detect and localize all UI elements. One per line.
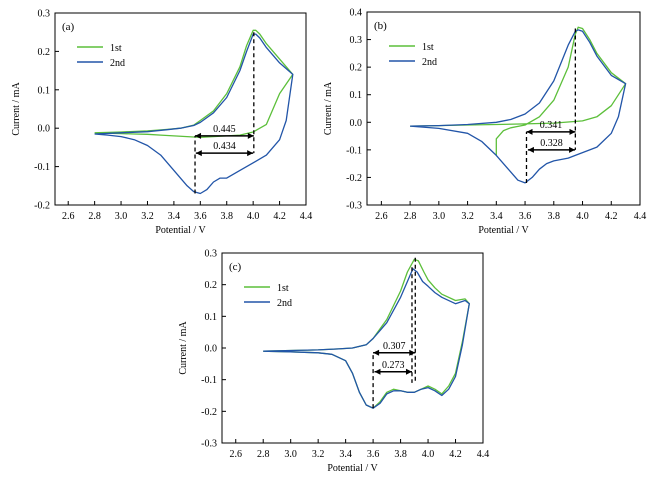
x-tick-label: 3.2: [141, 211, 154, 222]
x-tick-label: 3.0: [115, 211, 128, 222]
y-tick-label: 0.1: [38, 85, 51, 96]
annotation-value: 0.328: [540, 138, 563, 149]
legend-label-1st: 1st: [110, 43, 122, 54]
arrowhead-left: [195, 150, 202, 157]
x-tick-label: 3.6: [519, 211, 532, 222]
plot-frame: [366, 11, 641, 206]
x-tick-label: 3.4: [168, 211, 181, 222]
x-tick-label: 4.4: [477, 449, 490, 460]
arrowhead-left: [527, 146, 534, 153]
chart-panel-2: 2.6 2.8 3.0 3.2 3.4 3.6 3.8 4.0 4.2 4.4 -0.3 -0.2 -0…: [323, 8, 646, 237]
x-axis-label: Potential / V: [478, 225, 529, 236]
legend-label-2nd: 2nd: [110, 58, 125, 69]
x-tick-label: 3.8: [548, 211, 561, 222]
y-axis-label: Current / mA: [178, 321, 189, 375]
y-tick-label: -0.2: [346, 173, 362, 184]
x-tick-label: 3.0: [284, 449, 297, 460]
series-line-2nd: [94, 33, 294, 195]
x-tick-label: 3.8: [394, 449, 407, 460]
arrowhead-right: [569, 146, 576, 153]
x-tick-label: 3.6: [194, 211, 207, 222]
y-tick-label: 0.2: [38, 47, 51, 58]
series-line-1st: [263, 258, 470, 409]
y-tick-label: -0.3: [201, 439, 217, 450]
annotation-value: 0.307: [383, 341, 406, 352]
x-tick-label: 3.4: [490, 211, 503, 222]
y-tick-label: -0.2: [201, 407, 217, 418]
arrowhead-left: [526, 128, 533, 135]
annotation-value: 0.434: [213, 141, 236, 152]
x-tick-label: 4.0: [247, 211, 260, 222]
chart-panel-3: 2.6 2.8 3.0 3.2 3.4 3.6 3.8 4.0 4.2 4.4 -0.3 -0.2 -0…: [178, 249, 489, 475]
x-tick-label: 4.0: [422, 449, 435, 460]
x-tick-label: 2.8: [88, 211, 101, 222]
y-tick-label: 0.0: [205, 344, 218, 355]
y-tick-label: 0.1: [205, 312, 218, 323]
x-tick-label: 4.2: [605, 211, 618, 222]
y-tick-label: 0.4: [350, 8, 363, 19]
legend-label-1st: 1st: [277, 283, 289, 294]
y-tick-label: 0.3: [350, 35, 363, 46]
series-line-2nd: [410, 29, 627, 184]
y-tick-label: -0.2: [34, 201, 50, 212]
y-tick-label: 0.3: [38, 9, 51, 20]
y-tick-label: 0.2: [350, 63, 363, 74]
plot-frame: [54, 12, 307, 206]
arrowhead-left: [374, 368, 381, 375]
annotation-value: 0.273: [382, 360, 405, 371]
legend-label-1st: 1st: [422, 42, 434, 53]
series-line-2nd: [263, 268, 470, 409]
x-tick-label: 3.8: [220, 211, 233, 222]
series-line-1st: [94, 29, 294, 139]
x-tick-label: 3.2: [461, 211, 474, 222]
y-tick-label: 0.3: [205, 249, 218, 260]
panel-label: (a): [62, 21, 75, 33]
x-tick-label: 2.6: [229, 449, 242, 460]
annotation-value: 0.445: [213, 124, 236, 135]
x-tick-label: 4.4: [300, 211, 313, 222]
arrowhead-right: [247, 132, 254, 139]
y-tick-label: 0.0: [350, 118, 363, 129]
y-tick-label: -0.3: [346, 201, 362, 212]
x-tick-label: 4.2: [449, 449, 462, 460]
panel-label: (b): [374, 20, 387, 32]
y-axis-label: Current / mA: [323, 81, 334, 135]
series-line-1st: [410, 26, 627, 156]
chart-panel-1: 2.6 2.8 3.0 3.2 3.4 3.6 3.8 4.0 4.2 4.4 -0.2 -0.1 0.…: [11, 9, 312, 237]
y-tick-label: 0.2: [205, 280, 218, 291]
x-tick-label: 2.6: [375, 211, 388, 222]
legend-label-2nd: 2nd: [422, 57, 437, 68]
x-tick-label: 2.8: [257, 449, 270, 460]
x-axis-label: Potential / V: [327, 463, 378, 474]
panel-label: (c): [229, 261, 242, 273]
arrowhead-left: [373, 349, 380, 356]
x-tick-label: 3.4: [339, 449, 352, 460]
x-tick-label: 4.2: [273, 211, 286, 222]
y-tick-label: -0.1: [346, 145, 362, 156]
arrowhead-left: [195, 132, 202, 139]
arrowhead-right: [405, 368, 412, 375]
y-tick-label: 0.1: [350, 90, 363, 101]
legend-label-2nd: 2nd: [277, 298, 292, 309]
x-tick-label: 3.2: [312, 449, 325, 460]
x-axis-label: Potential / V: [155, 225, 206, 236]
y-tick-label: -0.1: [201, 375, 217, 386]
y-tick-label: -0.1: [34, 162, 50, 173]
arrowhead-right: [569, 128, 576, 135]
x-tick-label: 4.4: [634, 211, 647, 222]
x-tick-label: 4.0: [576, 211, 589, 222]
arrowhead-right: [409, 349, 416, 356]
arrowhead-right: [247, 150, 254, 157]
x-tick-label: 2.8: [404, 211, 417, 222]
y-axis-label: Current / mA: [11, 82, 22, 136]
annotation-value: 0.341: [540, 120, 563, 131]
x-tick-label: 3.6: [367, 449, 380, 460]
x-tick-label: 3.0: [433, 211, 446, 222]
x-tick-label: 2.6: [62, 211, 75, 222]
y-tick-label: 0.0: [38, 124, 51, 135]
